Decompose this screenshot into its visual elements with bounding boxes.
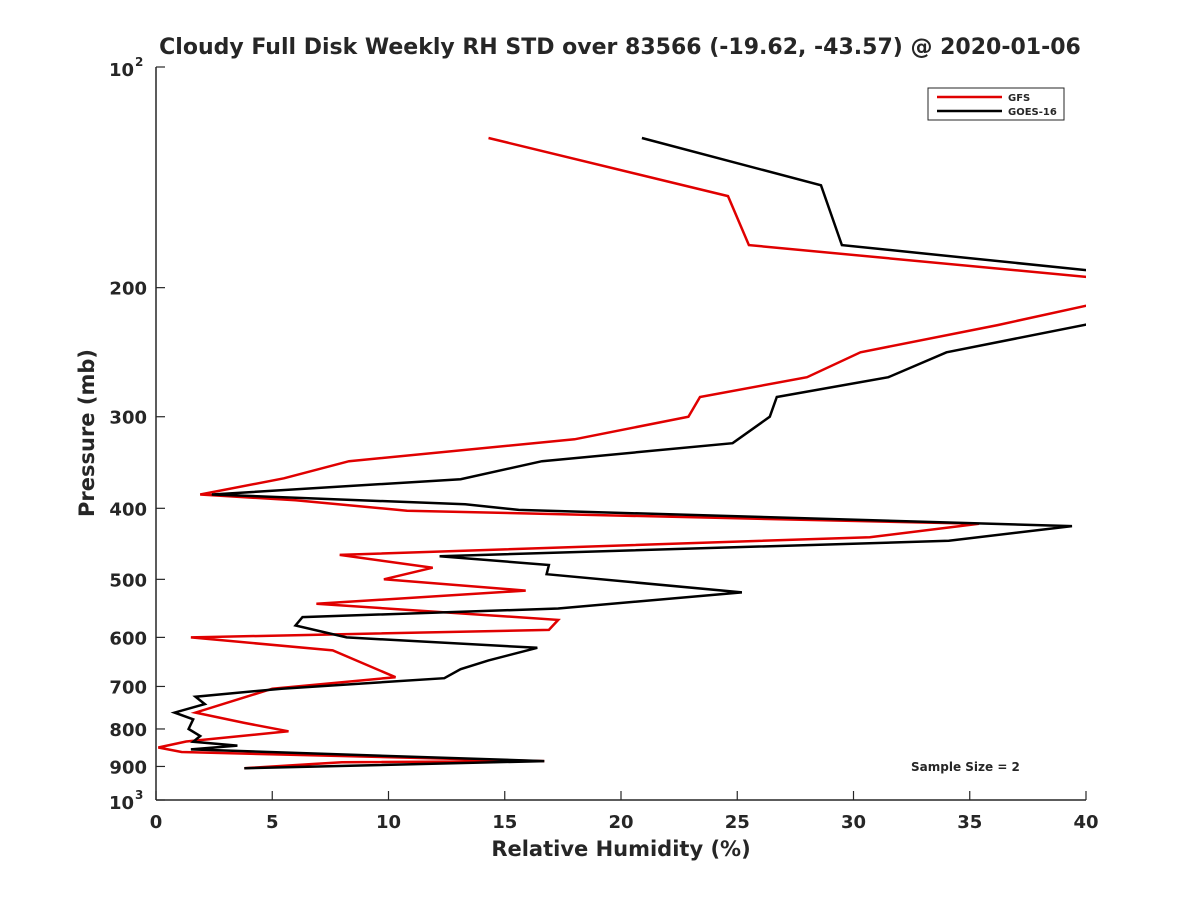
y-tick-label: 300 (109, 408, 147, 429)
x-tick-label: 25 (725, 812, 750, 833)
sample-size-annotation: Sample Size = 2 (911, 760, 1020, 774)
y-tick-label: 10 (109, 793, 134, 814)
legend: GFS GOES-16 (927, 87, 1065, 121)
series-line-goes-16 (170, 136, 1086, 770)
x-tick-label: 15 (492, 812, 517, 833)
x-tick-label: 5 (266, 812, 279, 833)
x-axis-label: Relative Humidity (%) (491, 837, 750, 861)
y-tick-exponent: 3 (135, 788, 143, 802)
y-tick-label: 500 (109, 570, 147, 591)
legend-box (927, 87, 1065, 121)
y-tick-label: 600 (109, 628, 147, 649)
y-tick-label: 900 (109, 757, 147, 778)
y-tick-exponent: 2 (135, 55, 143, 69)
y-tick-label: 400 (109, 499, 147, 520)
y-tick-label: 700 (109, 677, 147, 698)
y-tick-label: 10 (109, 60, 134, 81)
legend-label-goes16: GOES-16 (1008, 107, 1057, 118)
series-line-gfs (158, 136, 1086, 770)
x-tick-label: 10 (376, 812, 401, 833)
x-tick-label: 35 (957, 812, 982, 833)
x-tick-label: 20 (608, 812, 633, 833)
y-tick-label: 200 (109, 279, 147, 300)
chart-title: Cloudy Full Disk Weekly RH STD over 8356… (159, 35, 1081, 60)
x-tick-label: 40 (1073, 812, 1098, 833)
x-tick-label: 0 (150, 812, 163, 833)
legend-label-gfs: GFS (1008, 93, 1030, 104)
y-tick-label: 800 (109, 720, 147, 741)
x-tick-label: 30 (841, 812, 866, 833)
x-ticks: 0 5 10 15 20 25 30 35 40 (150, 791, 1099, 833)
y-axis-label: Pressure (mb) (75, 349, 99, 517)
series-layer (158, 136, 1086, 770)
